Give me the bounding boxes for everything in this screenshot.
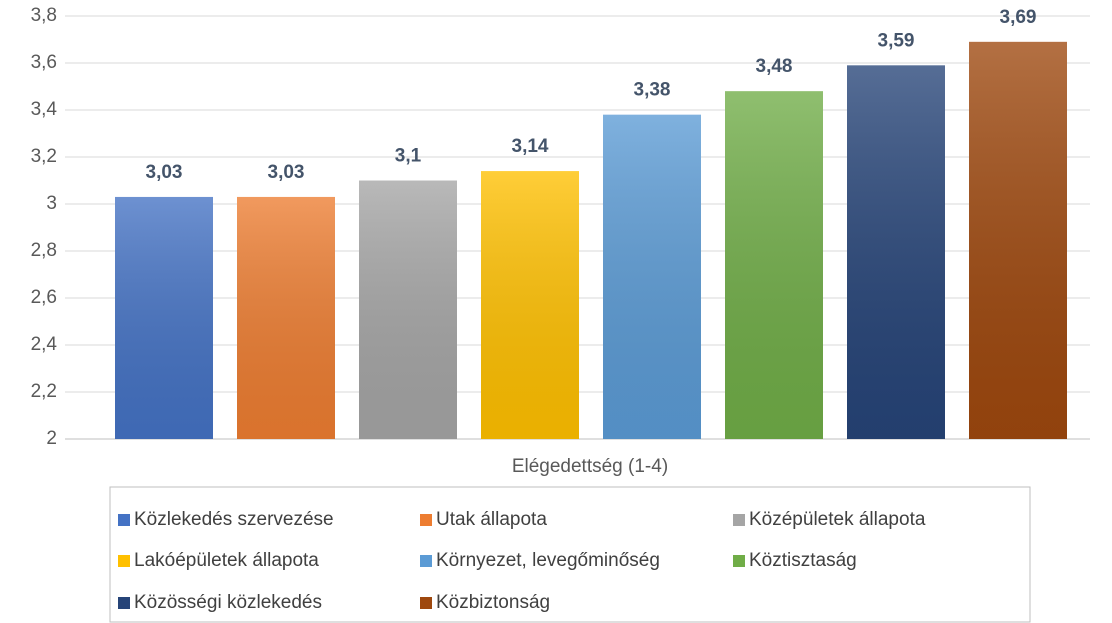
legend-marker [420, 597, 432, 609]
legend-label: Közlekedés szervezése [134, 509, 334, 530]
bar-sheen [725, 91, 823, 439]
value-label: 3,69 [1000, 7, 1037, 28]
y-tick-label: 2,4 [31, 334, 58, 355]
legend-label: Köztisztaság [749, 550, 857, 571]
y-tick-label: 3,6 [31, 52, 57, 73]
bar-sheen [969, 41, 1067, 439]
y-tick-label: 2,2 [31, 381, 57, 402]
legend-box [109, 486, 1031, 623]
y-tick-label: 2,8 [31, 240, 57, 261]
legend-label: Közösségi közlekedés [134, 592, 322, 613]
bar-sheen [115, 196, 213, 439]
legend-label: Környezet, levegőminőség [436, 550, 660, 571]
value-label: 3,48 [756, 56, 793, 77]
legend-marker [118, 555, 130, 567]
bar-sheen [481, 171, 579, 439]
bar-sheen [237, 196, 335, 439]
legend-label: Utak állapota [436, 509, 547, 530]
y-tick-label: 3,4 [31, 99, 58, 120]
y-tick-label: 2,6 [31, 287, 57, 308]
value-label: 3,59 [878, 30, 915, 51]
legend-label: Lakóépületek állapota [134, 550, 319, 571]
value-label: 3,38 [634, 80, 671, 101]
x-tick-label: Elégedettség (1-4) [512, 456, 668, 477]
y-tick-label: 3,2 [31, 146, 57, 167]
value-label: 3,03 [268, 162, 305, 183]
bar-sheen [847, 65, 945, 439]
value-label: 3,1 [395, 146, 422, 167]
bar-sheen [359, 180, 457, 439]
legend-marker [118, 597, 130, 609]
value-label: 3,14 [512, 136, 549, 157]
legend-marker [733, 514, 745, 526]
value-label: 3,03 [146, 162, 183, 183]
bar-sheen [603, 114, 701, 439]
legend-marker [420, 555, 432, 567]
legend-marker [733, 555, 745, 567]
legend-marker [420, 514, 432, 526]
legend-label: Közbiztonság [436, 592, 550, 613]
y-tick-label: 3 [46, 193, 57, 214]
legend-label: Középületek állapota [749, 509, 926, 530]
y-tick-label: 2 [46, 428, 57, 449]
y-tick-label: 3,8 [31, 5, 57, 26]
legend-marker [118, 514, 130, 526]
